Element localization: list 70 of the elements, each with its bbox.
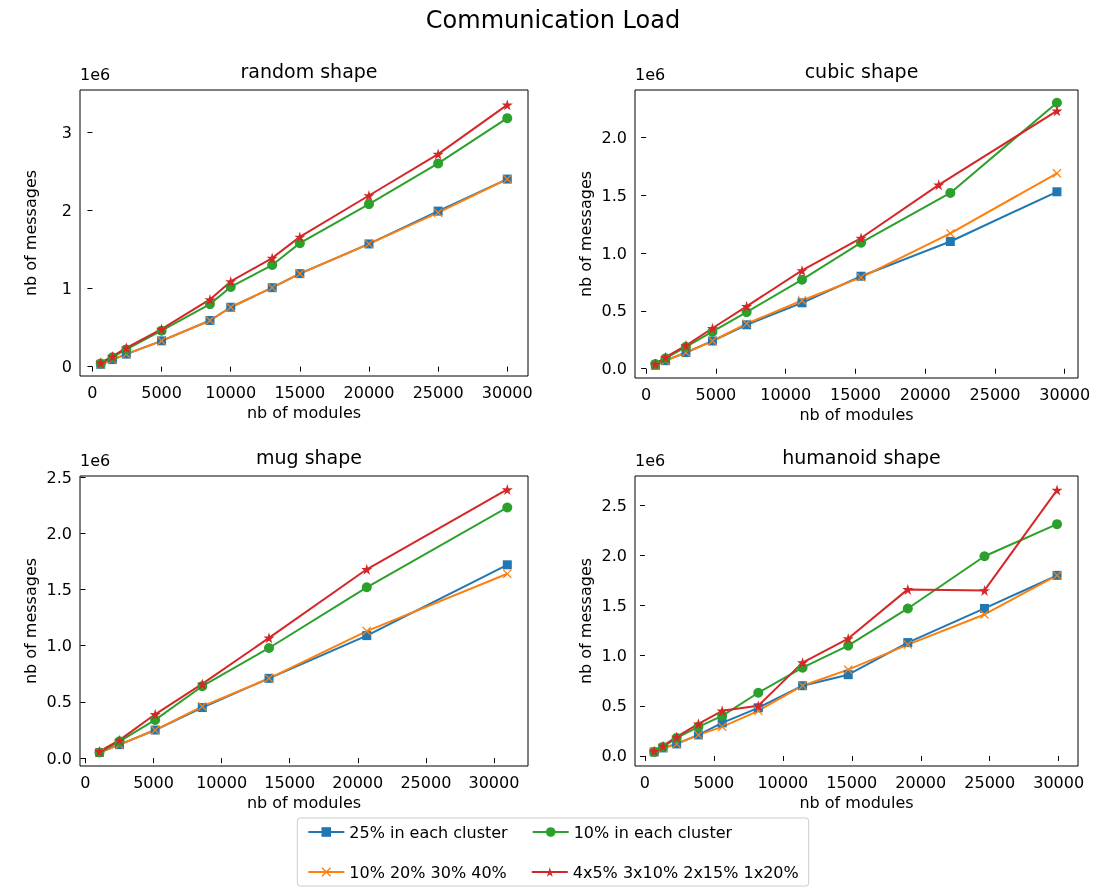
y-tick-label: 0.0 bbox=[601, 359, 627, 379]
chart-title: random shape bbox=[240, 59, 378, 82]
y-tick-label: 0.5 bbox=[46, 692, 72, 712]
legend-label: 25% in each cluster bbox=[349, 822, 509, 842]
text: Communication Load bbox=[425, 6, 681, 34]
y-tick-label: 1.5 bbox=[46, 580, 72, 600]
y-tick-label: 0.0 bbox=[601, 746, 627, 766]
y-tick-label: 2.5 bbox=[46, 467, 72, 487]
x-axis-title: nb of modules bbox=[246, 402, 362, 422]
y-axis-title: nb of messages bbox=[20, 169, 40, 297]
y-tick-label: 2.0 bbox=[601, 545, 627, 565]
x-tick-label: 10000 bbox=[196, 772, 248, 792]
x-tick-label: 30000 bbox=[468, 772, 520, 792]
y-tick-label: 1.0 bbox=[601, 646, 627, 666]
y-tick-label: 1.5 bbox=[601, 185, 627, 205]
y-tick-label: 2 bbox=[61, 200, 72, 220]
x-tick-label: 25000 bbox=[400, 772, 452, 792]
y-tick-label: 2.5 bbox=[601, 495, 627, 515]
x-tick-label: 15000 bbox=[274, 382, 326, 402]
chart-title: humanoid shape bbox=[782, 445, 941, 468]
x-tick-label: 15000 bbox=[826, 772, 878, 792]
x-tick-label: 0 bbox=[87, 382, 98, 402]
x-axis-title: nb of modules bbox=[799, 404, 914, 424]
y-tick-label: 1.5 bbox=[601, 595, 627, 615]
x-tick-label: 30000 bbox=[1039, 384, 1091, 404]
x-tick-label: 10000 bbox=[757, 772, 809, 792]
x-tick-label: 0 bbox=[80, 772, 91, 792]
x-tick-label: 5000 bbox=[141, 382, 182, 402]
x-tick-label: 0 bbox=[639, 772, 651, 792]
x-tick-label: 20000 bbox=[343, 382, 395, 402]
x-tick-label: 5000 bbox=[695, 384, 737, 404]
y-tick-label: 1.0 bbox=[46, 636, 72, 656]
x-tick-label: 0 bbox=[641, 384, 652, 404]
chart-title: mug shape bbox=[256, 445, 362, 468]
x-tick-label: 25000 bbox=[412, 382, 464, 402]
y-tick-label: 1.0 bbox=[601, 243, 627, 263]
x-tick-label: 15000 bbox=[264, 772, 316, 792]
legend-label: 10% in each cluster bbox=[573, 822, 733, 842]
legend-label: 10% 20% 30% 40% bbox=[349, 862, 507, 882]
y-tick-label: 3 bbox=[61, 122, 72, 142]
y-tick-label: 2.0 bbox=[46, 523, 72, 543]
x-tick-label: 30000 bbox=[1033, 772, 1085, 792]
x-tick-label: 5000 bbox=[133, 772, 174, 792]
chart-title: cubic shape bbox=[804, 59, 919, 82]
y-tick-label: 0.5 bbox=[601, 301, 627, 321]
legend-label: 4x5% 3x10% 2x15% 1x20% bbox=[572, 862, 799, 882]
y-tick-label: 2.0 bbox=[601, 127, 627, 147]
x-tick-label: 25000 bbox=[969, 384, 1021, 404]
text: 1e6 bbox=[635, 64, 666, 84]
x-tick-label: 15000 bbox=[830, 384, 881, 404]
y-axis-title: nb of messages bbox=[575, 557, 595, 685]
x-tick-label: 10000 bbox=[205, 382, 257, 402]
x-tick-label: 25000 bbox=[964, 772, 1016, 792]
y-axis-title: nb of messages bbox=[20, 557, 40, 685]
text: 1e6 bbox=[635, 450, 666, 470]
x-tick-label: 5000 bbox=[693, 772, 735, 792]
y-tick-label: 0.5 bbox=[601, 696, 627, 716]
x-tick-label: 20000 bbox=[895, 772, 947, 792]
x-axis-title: nb of modules bbox=[246, 792, 362, 812]
x-tick-label: 10000 bbox=[760, 384, 812, 404]
y-tick-label: 0.0 bbox=[46, 748, 72, 768]
x-tick-label: 30000 bbox=[481, 382, 533, 402]
text: 1e6 bbox=[80, 64, 111, 84]
text: 1e6 bbox=[80, 450, 111, 470]
x-axis-title: nb of modules bbox=[799, 792, 914, 812]
y-tick-label: 0 bbox=[61, 357, 72, 377]
y-axis-title: nb of messages bbox=[575, 170, 595, 298]
x-tick-label: 20000 bbox=[332, 772, 384, 792]
x-tick-label: 20000 bbox=[899, 384, 951, 404]
y-tick-label: 1 bbox=[61, 278, 72, 298]
